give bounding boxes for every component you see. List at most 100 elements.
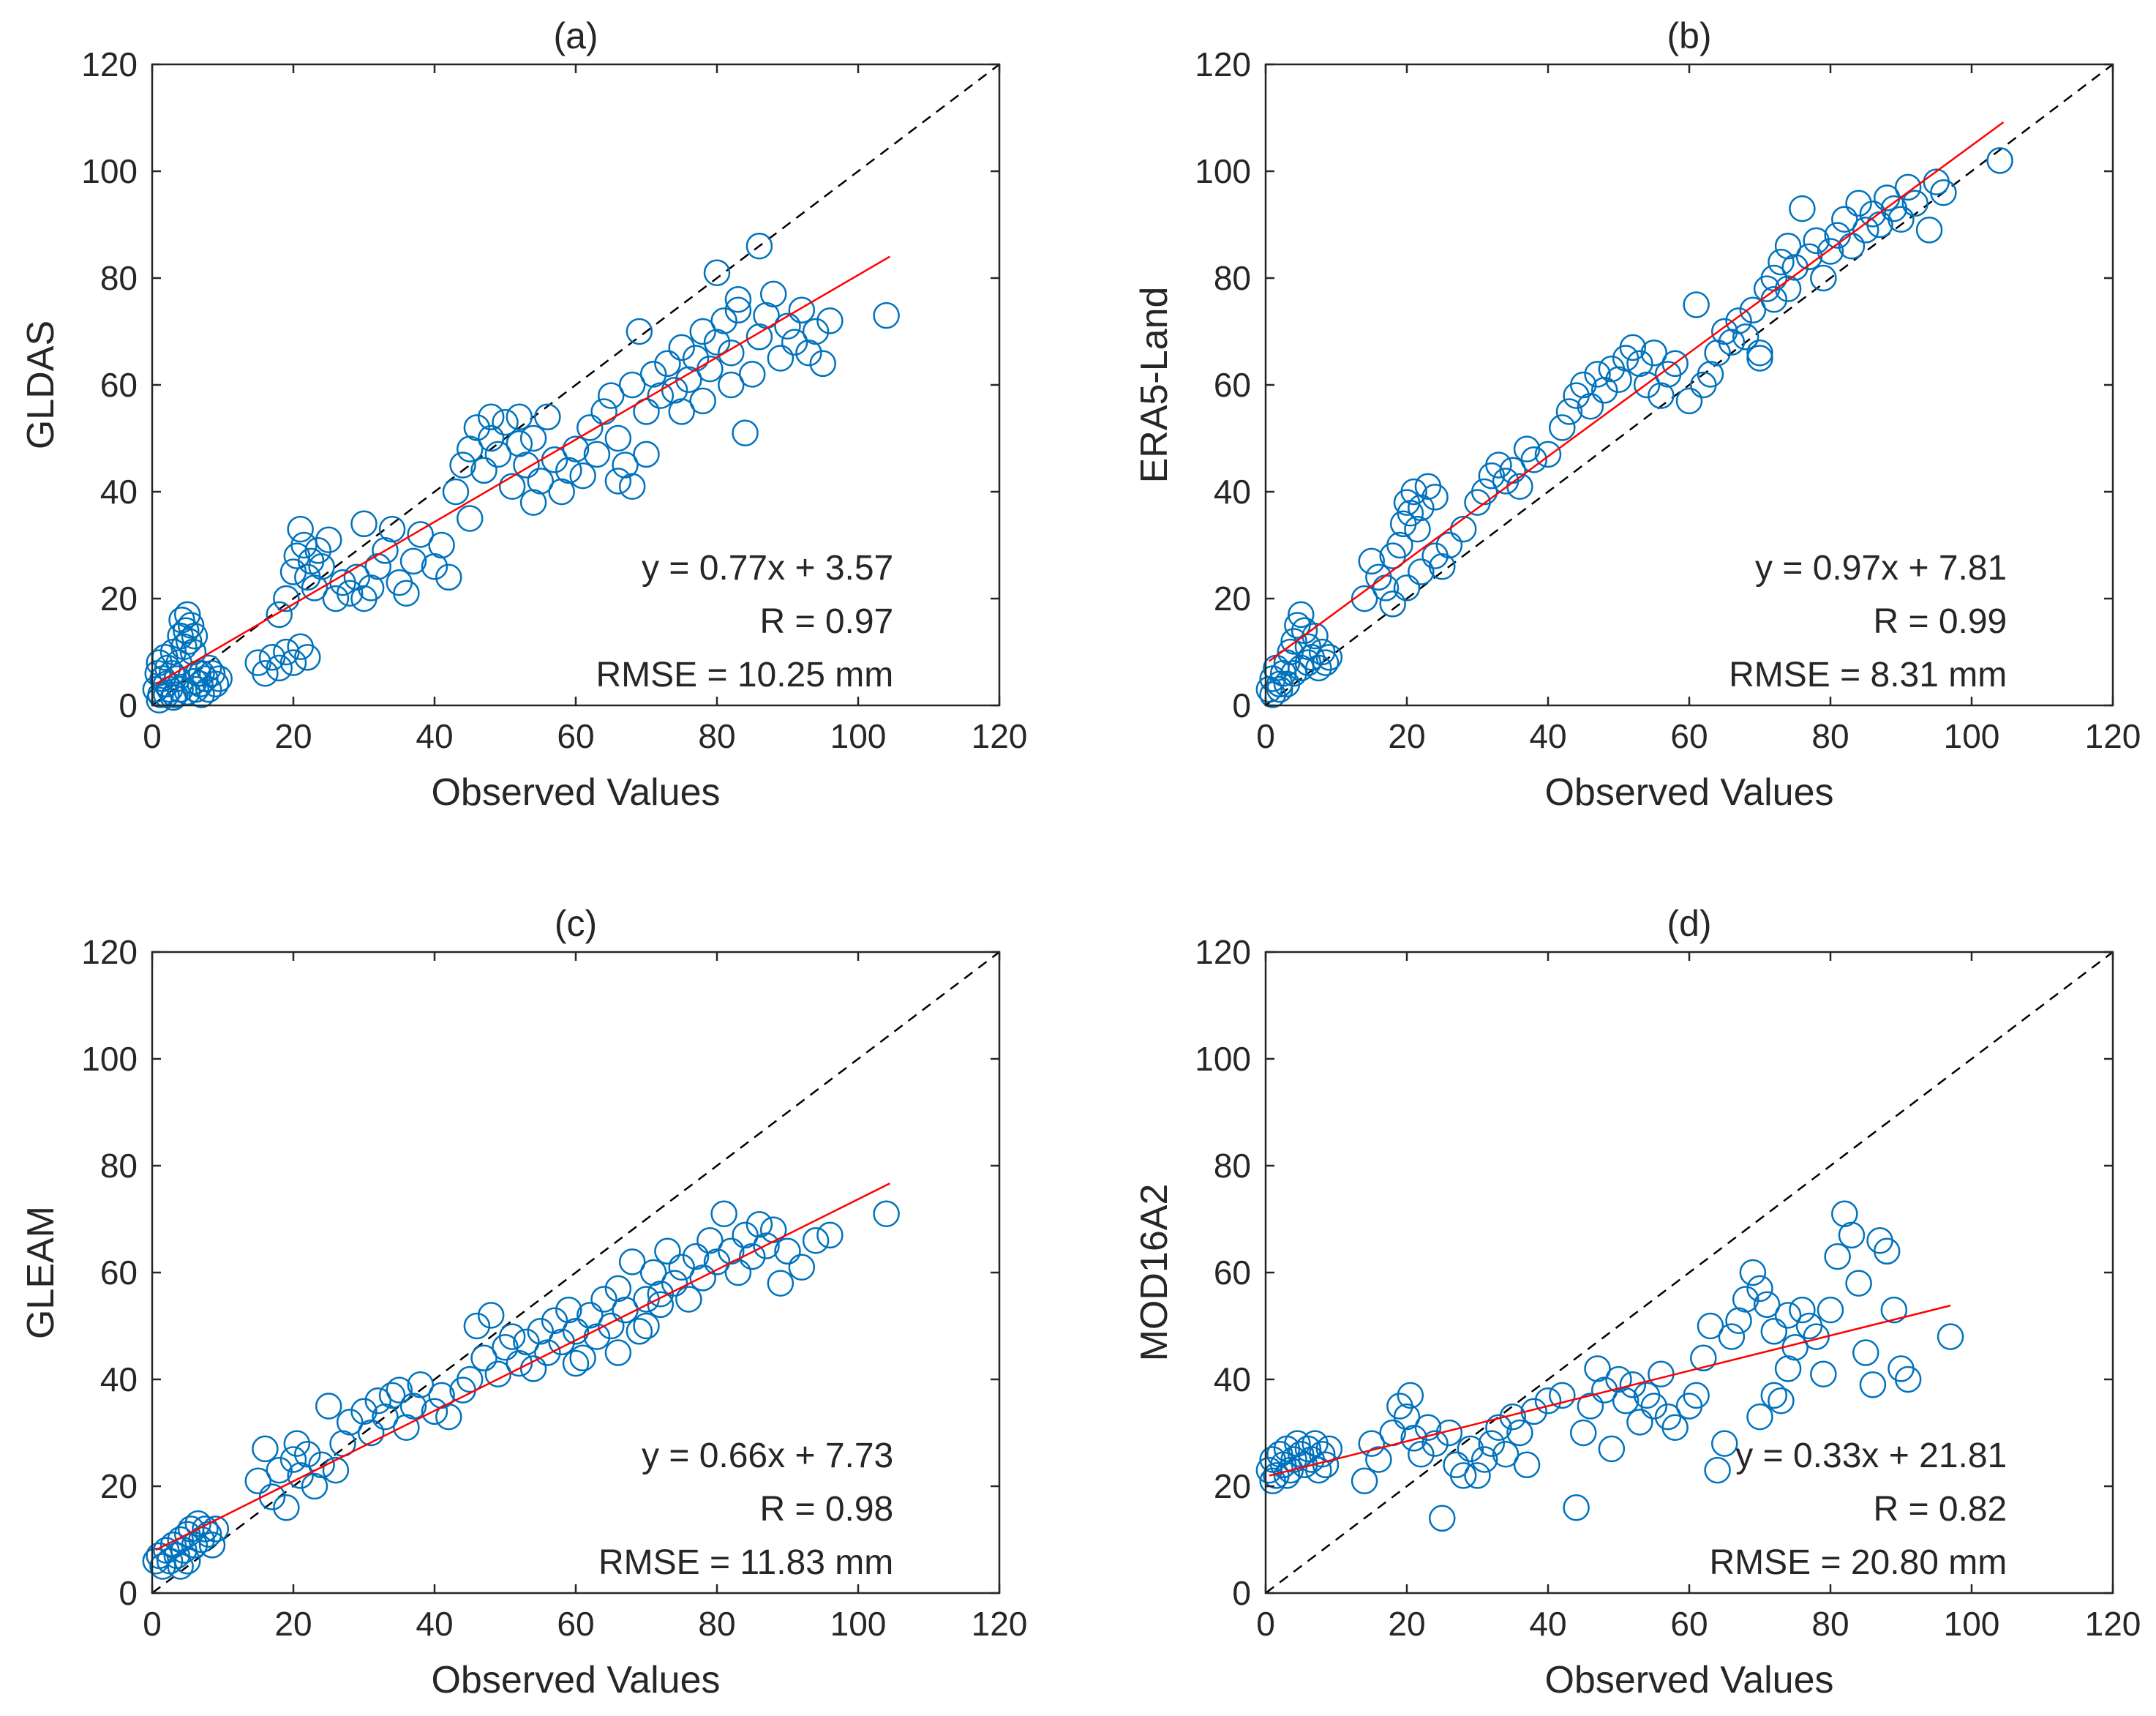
data-point bbox=[442, 478, 470, 506]
data-point bbox=[1683, 1382, 1710, 1409]
x-tick-label: 80 bbox=[698, 1605, 735, 1643]
data-point bbox=[548, 478, 575, 506]
data-point bbox=[287, 515, 314, 543]
data-point bbox=[1520, 446, 1547, 473]
data-point bbox=[1449, 515, 1477, 543]
y-tick-label: 80 bbox=[1214, 1147, 1251, 1185]
data-point bbox=[1358, 547, 1385, 575]
data-point bbox=[626, 1318, 653, 1345]
data-point bbox=[1888, 206, 1915, 233]
data-point bbox=[569, 462, 596, 490]
data-point bbox=[1506, 1419, 1533, 1447]
data-point bbox=[279, 649, 307, 676]
data-point bbox=[1648, 382, 1675, 409]
data-point bbox=[1266, 675, 1293, 703]
data-point bbox=[598, 1312, 625, 1340]
data-point bbox=[195, 1521, 222, 1548]
data-point bbox=[1308, 1440, 1336, 1468]
data-point bbox=[372, 537, 399, 564]
data-point bbox=[718, 339, 745, 367]
data-point bbox=[513, 452, 540, 479]
data-point bbox=[1838, 1221, 1866, 1249]
data-point bbox=[492, 408, 519, 436]
y-tick-label: 20 bbox=[1214, 580, 1251, 618]
x-tick-label: 120 bbox=[2085, 1605, 2141, 1643]
data-point bbox=[1746, 339, 1773, 367]
data-point bbox=[146, 686, 173, 713]
data-point bbox=[1590, 1376, 1618, 1404]
data-point bbox=[407, 1371, 434, 1398]
x-tick-label: 80 bbox=[698, 717, 735, 755]
data-point bbox=[654, 350, 681, 378]
data-point bbox=[1255, 1456, 1283, 1484]
data-point bbox=[689, 318, 716, 345]
data-point bbox=[1810, 264, 1837, 292]
data-point bbox=[167, 1526, 194, 1554]
data-point bbox=[724, 285, 752, 313]
data-point bbox=[745, 323, 773, 351]
y-tick-label: 80 bbox=[100, 1147, 138, 1185]
data-point bbox=[1393, 1403, 1421, 1431]
data-point bbox=[1605, 1365, 1632, 1393]
data-point bbox=[1563, 1494, 1590, 1521]
data-point bbox=[1408, 494, 1435, 522]
data-point bbox=[541, 1307, 568, 1334]
data-point bbox=[639, 1259, 667, 1286]
data-point bbox=[393, 580, 420, 607]
data-point bbox=[308, 1451, 335, 1479]
data-point bbox=[788, 296, 816, 324]
data-point bbox=[1845, 190, 1872, 217]
correlation-label: R = 0.99 bbox=[1873, 602, 2007, 641]
data-point bbox=[633, 1312, 660, 1340]
data-point bbox=[399, 547, 427, 575]
x-tick-label: 100 bbox=[1944, 1605, 2000, 1643]
data-point bbox=[506, 1349, 533, 1377]
y-tick-label: 40 bbox=[1214, 473, 1251, 511]
y-tick-label: 40 bbox=[100, 473, 138, 511]
data-point bbox=[1605, 366, 1632, 393]
correlation-label: R = 0.82 bbox=[1873, 1490, 2007, 1529]
data-point bbox=[1470, 1446, 1498, 1473]
data-point bbox=[873, 301, 900, 329]
x-tick-label: 60 bbox=[557, 717, 594, 755]
data-point bbox=[1570, 371, 1597, 399]
data-point bbox=[399, 1393, 427, 1420]
x-tick-label: 120 bbox=[972, 717, 1028, 755]
data-point bbox=[1429, 552, 1456, 580]
data-point bbox=[745, 232, 773, 260]
data-point bbox=[710, 1200, 737, 1227]
data-point bbox=[1774, 232, 1802, 260]
equation-label: y = 0.66x + 7.73 bbox=[642, 1436, 893, 1475]
x-axis-label: Observed Values bbox=[1544, 771, 1833, 814]
data-point bbox=[477, 403, 505, 431]
x-tick-label: 20 bbox=[274, 1605, 312, 1643]
data-point bbox=[1570, 1419, 1597, 1447]
data-point bbox=[1725, 1307, 1752, 1334]
data-point bbox=[1739, 296, 1767, 324]
data-point bbox=[1824, 1243, 1851, 1270]
data-point bbox=[506, 403, 533, 431]
x-tick-label: 0 bbox=[143, 717, 162, 755]
data-point bbox=[1312, 649, 1340, 676]
data-point bbox=[1457, 1435, 1484, 1463]
panel-title: (c) bbox=[555, 903, 597, 944]
rmse-label: RMSE = 20.80 mm bbox=[1709, 1543, 2007, 1582]
data-point bbox=[1308, 638, 1336, 666]
data-point bbox=[1704, 339, 1731, 367]
x-tick-label: 100 bbox=[830, 717, 887, 755]
data-point bbox=[1768, 248, 1795, 276]
data-point bbox=[304, 537, 332, 564]
data-point bbox=[668, 398, 695, 425]
data-point bbox=[470, 457, 497, 484]
regression-line bbox=[1269, 121, 2005, 662]
data-point bbox=[1590, 377, 1618, 404]
data-point bbox=[283, 1430, 311, 1457]
data-point bbox=[654, 1237, 681, 1265]
data-point bbox=[1549, 414, 1576, 441]
panel-b: 0 20 40 60 80 100 120 0 20 40 60 80 100 120 (b) Observe… bbox=[1133, 15, 2141, 814]
y-tick-label: 20 bbox=[1214, 1467, 1251, 1505]
x-axis-label: Observed Values bbox=[431, 771, 720, 814]
data-point bbox=[753, 1232, 780, 1259]
data-point bbox=[364, 1387, 392, 1415]
data-point bbox=[1661, 350, 1689, 378]
